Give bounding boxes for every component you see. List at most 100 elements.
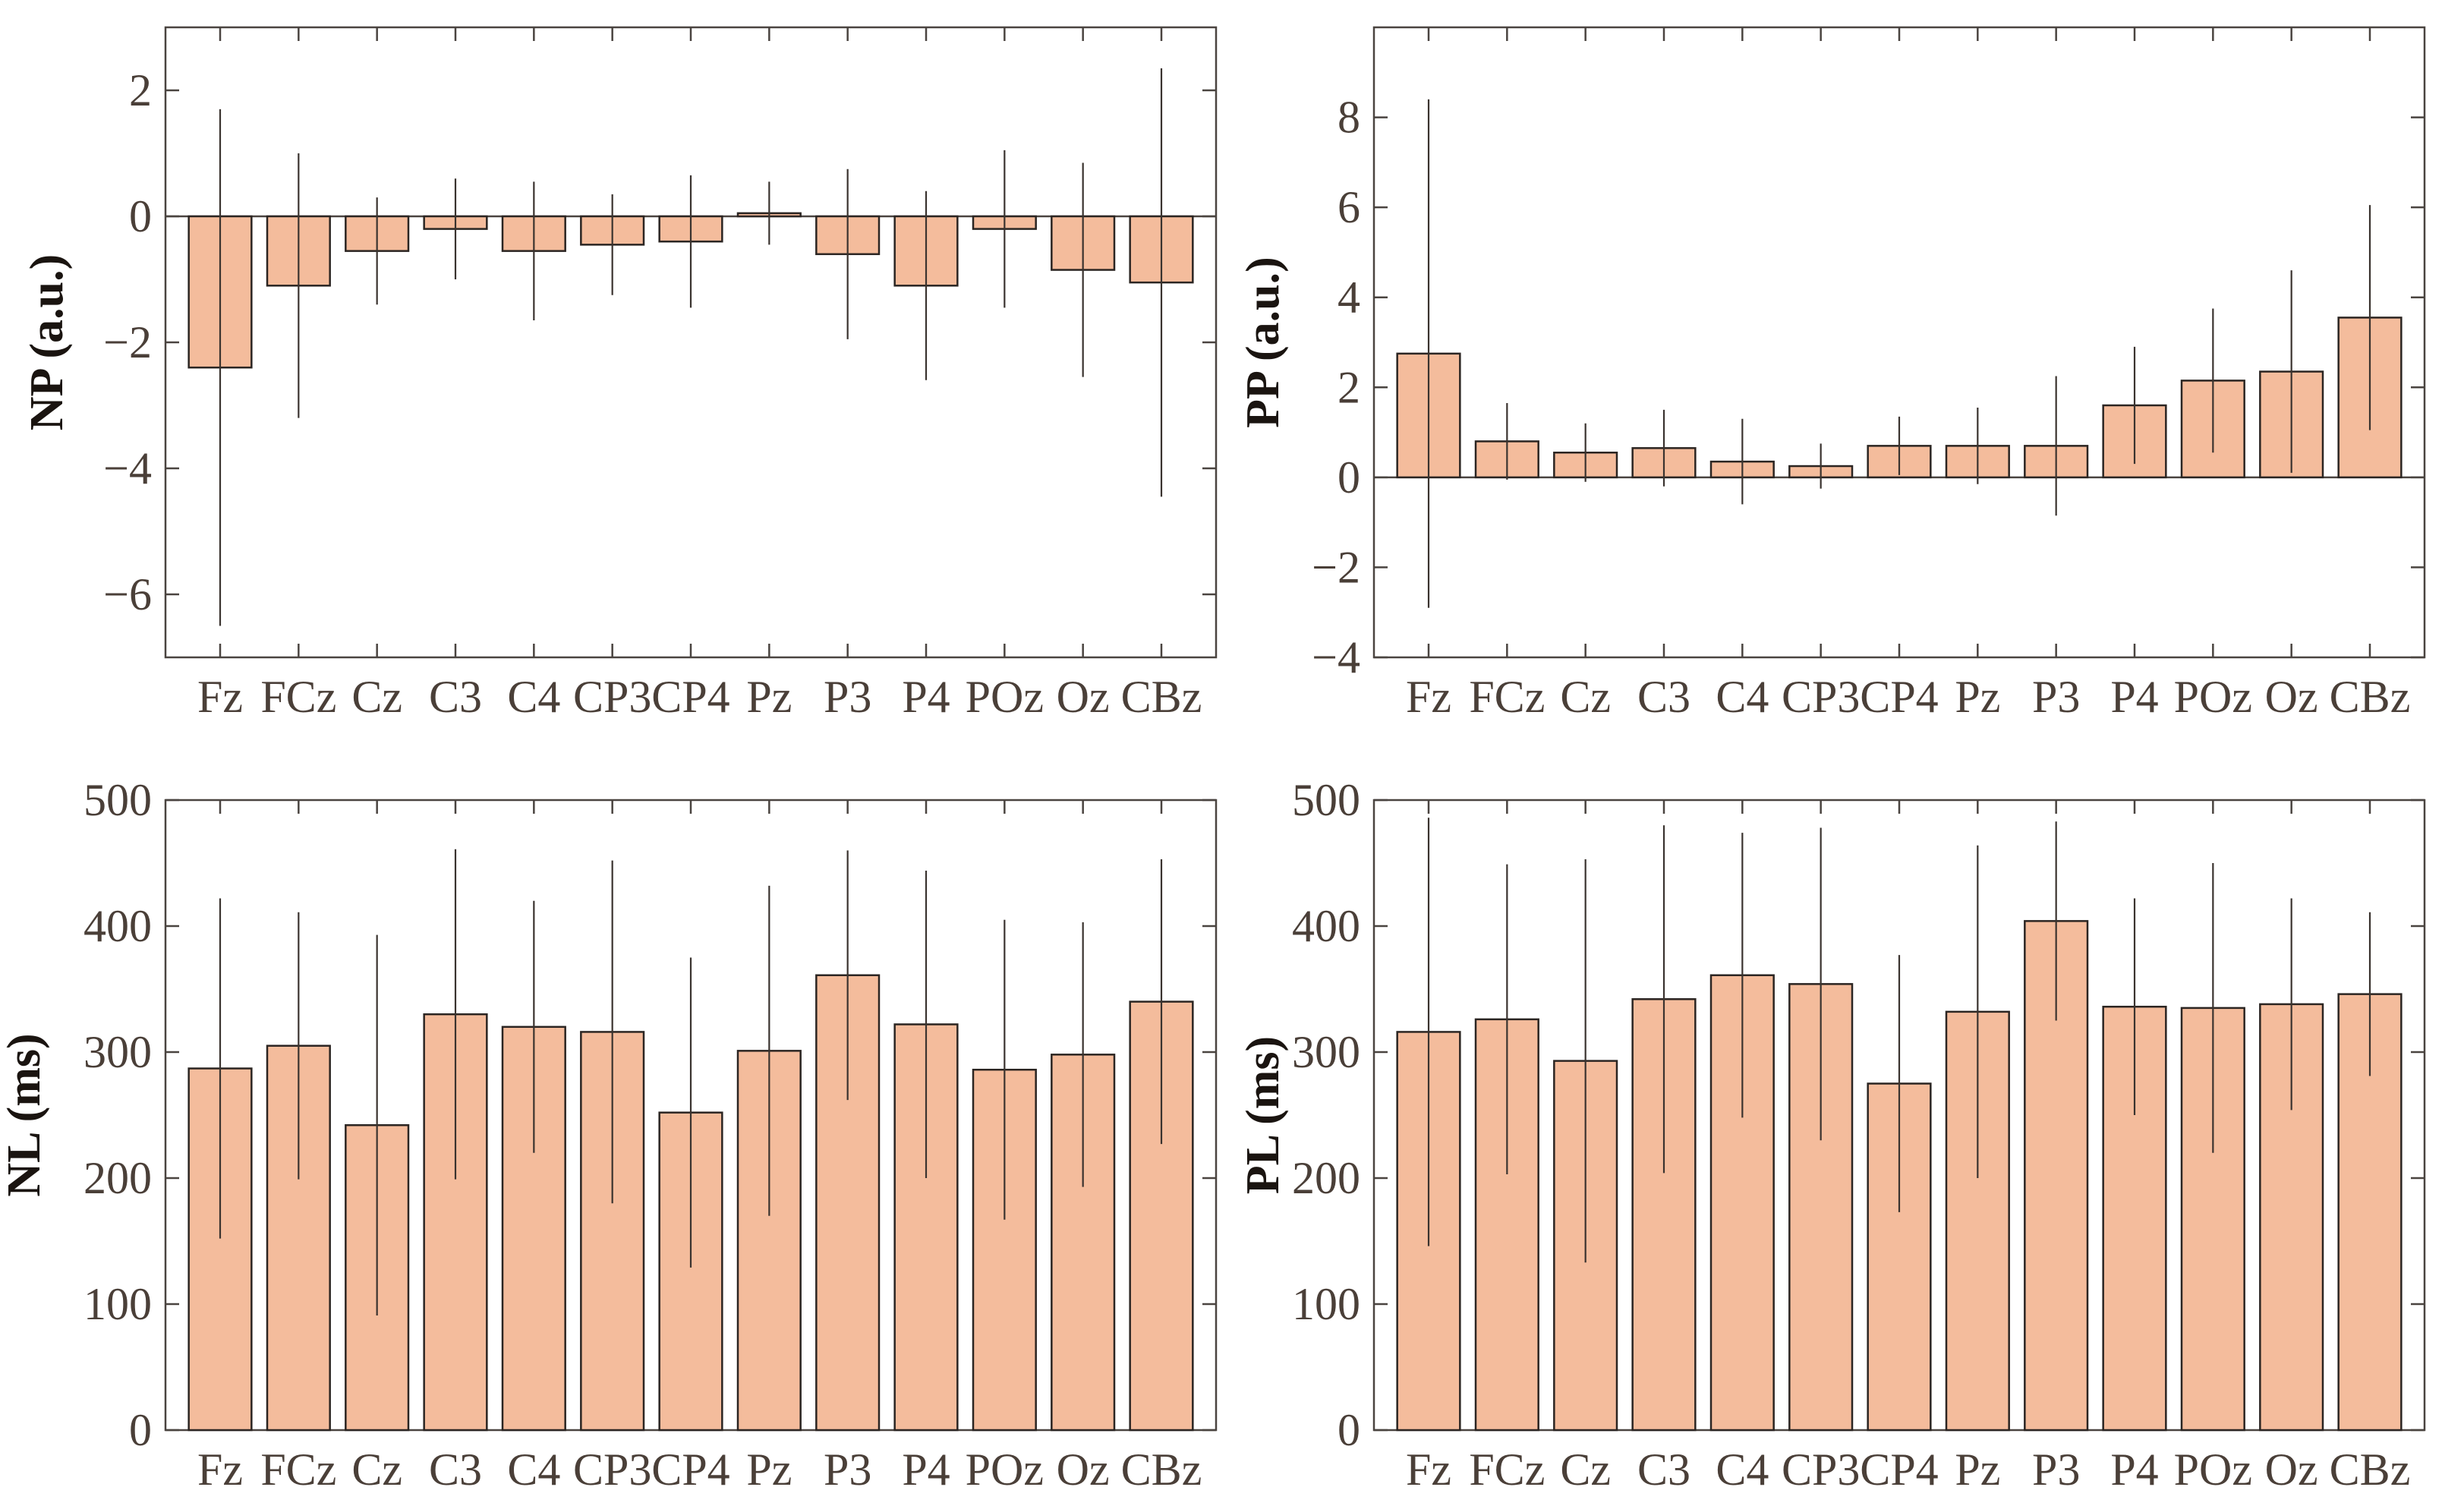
- pp-tick-group: [1374, 27, 2425, 659]
- np-plot-frame: [164, 26, 1218, 659]
- nl-y-tick-label: 500: [83, 775, 152, 825]
- nl-y-tick-label: 400: [83, 901, 152, 951]
- np-x-tick-label-P3: P3: [824, 672, 871, 722]
- np-y-axis-label: NP (a.u.): [21, 254, 73, 431]
- np-x-tick-labels: Fz FCz Cz C3 C4 CP3 CP4 Pz P3 P4 POz Oz CBz: [197, 672, 1202, 722]
- pp-x-tick-label-CP3: CP3: [1782, 672, 1860, 722]
- pp-x-tick-label-Cz: Cz: [1560, 672, 1611, 722]
- nl-y-tick-label: 0: [129, 1405, 152, 1455]
- np-x-tick-label-C3: C3: [429, 672, 482, 722]
- nl-y-tick-label: 100: [83, 1279, 152, 1329]
- nl-x-tick-label-P4: P4: [902, 1445, 950, 1495]
- pp-x-tick-label-FCz: FCz: [1469, 672, 1545, 722]
- pl-y-tick-label: 300: [1292, 1027, 1360, 1077]
- nl-x-tick-label-CP4: CP4: [651, 1445, 729, 1495]
- pl-x-tick-label-CP4: CP4: [1860, 1445, 1938, 1495]
- nl-x-tick-label-CP3: CP3: [573, 1445, 651, 1495]
- nl-x-tick-label-Oz: Oz: [1057, 1445, 1110, 1495]
- np-y-tick-label: 2: [129, 65, 152, 115]
- pl-y-tick-label: 500: [1292, 775, 1360, 825]
- nl-x-tick-label-C3: C3: [429, 1445, 482, 1495]
- pp-bar-group: [1374, 99, 2425, 608]
- pl-x-tick-label-C3: C3: [1637, 1445, 1690, 1495]
- np-x-tick-label-CP3: CP3: [573, 672, 651, 722]
- pl-x-tick-label-Cz: Cz: [1560, 1445, 1611, 1495]
- pl-y-tick-label: 0: [1338, 1405, 1360, 1455]
- np-y-tick-label: −6: [103, 569, 152, 619]
- pp-x-tick-label-CP4: CP4: [1860, 672, 1938, 722]
- np-x-tick-label-CBz: CBz: [1121, 672, 1202, 722]
- nl-x-tick-label-POz: POz: [966, 1445, 1044, 1495]
- pl-chart-panel: 0 100 200 300 400 500 Fz FCz Cz C3 C4 CP3 CP4 Pz P3 P4…: [1237, 775, 2426, 1495]
- pp-x-tick-label-POz: POz: [2174, 672, 2252, 722]
- pl-y-tick-label: 100: [1292, 1279, 1360, 1329]
- pp-y-tick-label: 0: [1338, 452, 1360, 503]
- nl-x-tick-label-Fz: Fz: [197, 1445, 243, 1495]
- pp-x-tick-label-P4: P4: [2110, 672, 2158, 722]
- nl-y-axis-label: NL (ms): [0, 1033, 50, 1196]
- pp-x-tick-label-C3: C3: [1637, 672, 1690, 722]
- nl-bar-group: [187, 849, 1194, 1432]
- pl-y-axis-label: PL (ms): [1237, 1036, 1289, 1194]
- np-y-tick-label: −2: [103, 317, 152, 367]
- pl-x-tick-label-Fz: Fz: [1406, 1445, 1451, 1495]
- pp-plot-frame: [1372, 26, 2426, 659]
- nl-y-tick-label: 300: [83, 1027, 152, 1077]
- nl-x-tick-label-FCz: FCz: [260, 1445, 336, 1495]
- pp-y-tick-label: 6: [1338, 182, 1360, 232]
- np-x-tick-label-Oz: Oz: [1057, 672, 1110, 722]
- pp-x-tick-label-CBz: CBz: [2330, 672, 2411, 722]
- np-x-tick-label-POz: POz: [966, 672, 1044, 722]
- np-bar-group: [165, 68, 1216, 626]
- pp-y-tick-label: −2: [1312, 542, 1360, 592]
- pl-x-tick-label-POz: POz: [2174, 1445, 2252, 1495]
- pp-x-tick-label-C4: C4: [1716, 672, 1769, 722]
- np-chart-panel: −6 −4 −2 0 2 Fz FCz Cz C3 C4 CP3 CP4 Pz P3 P4 POz Oz CBz…: [21, 26, 1218, 722]
- pl-bar-group: [1396, 818, 2403, 1432]
- np-x-tick-label-P4: P4: [902, 672, 950, 722]
- pp-x-tick-label-P3: P3: [2032, 672, 2080, 722]
- pp-y-tick-labels: −4 −2 0 2 4 6 8: [1312, 93, 1360, 682]
- nl-x-tick-label-P3: P3: [824, 1445, 871, 1495]
- pl-y-tick-labels: 0 100 200 300 400 500: [1292, 775, 1360, 1455]
- np-y-tick-labels: −6 −4 −2 0 2: [103, 65, 152, 619]
- pl-x-tick-label-Pz: Pz: [1955, 1445, 2000, 1495]
- nl-y-tick-labels: 0 100 200 300 400 500: [83, 775, 152, 1455]
- pl-x-tick-label-Oz: Oz: [2265, 1445, 2318, 1495]
- nl-chart-panel: 0 100 200 300 400 500 Fz FCz Cz C3 C4 CP3 CP4 Pz P3 P4…: [0, 775, 1218, 1495]
- pp-x-tick-labels: Fz FCz Cz C3 C4 CP3 CP4 Pz P3 P4 POz Oz CBz: [1406, 672, 2410, 722]
- nl-x-tick-labels: Fz FCz Cz C3 C4 CP3 CP4 Pz P3 P4 POz Oz CBz: [197, 1445, 1202, 1495]
- pl-x-tick-label-CP3: CP3: [1782, 1445, 1860, 1495]
- pl-bar-C3: [1631, 998, 1697, 1432]
- np-y-tick-label: −4: [103, 443, 152, 493]
- nl-x-tick-label-Cz: Cz: [351, 1445, 402, 1495]
- pl-x-tick-label-C4: C4: [1716, 1445, 1769, 1495]
- pp-chart-panel: −4 −2 0 2 4 6 8 Fz FCz Cz C3 C4 CP3 CP4 Pz P3 P4 POz Oz CB…: [1237, 26, 2426, 722]
- pp-y-tick-label: 2: [1338, 362, 1360, 412]
- pl-y-tick-label: 400: [1292, 901, 1360, 951]
- pp-y-tick-label: −4: [1312, 632, 1360, 682]
- np-x-tick-label-FCz: FCz: [260, 672, 336, 722]
- pp-x-tick-label-Fz: Fz: [1406, 672, 1451, 722]
- np-tick-group: [165, 27, 1216, 657]
- nl-x-tick-label-Pz: Pz: [746, 1445, 792, 1495]
- pl-y-tick-label: 200: [1292, 1153, 1360, 1203]
- pp-y-tick-label: 4: [1338, 273, 1360, 323]
- pp-x-tick-label-Pz: Pz: [1955, 672, 2000, 722]
- np-x-tick-label-Cz: Cz: [351, 672, 402, 722]
- pl-x-tick-labels: Fz FCz Cz C3 C4 CP3 CP4 Pz P3 P4 POz Oz CBz: [1406, 1445, 2410, 1495]
- np-x-tick-label-CP4: CP4: [651, 672, 729, 722]
- np-y-tick-label: 0: [129, 191, 152, 241]
- nl-x-tick-label-CBz: CBz: [1121, 1445, 1202, 1495]
- pp-y-axis-label: PP (a.u.): [1237, 257, 1289, 428]
- pl-x-tick-label-FCz: FCz: [1469, 1445, 1545, 1495]
- nl-x-tick-label-C4: C4: [507, 1445, 560, 1495]
- np-x-tick-label-Fz: Fz: [197, 672, 243, 722]
- nl-y-tick-label: 200: [83, 1153, 152, 1203]
- np-x-tick-label-C4: C4: [507, 672, 560, 722]
- np-x-tick-label-Pz: Pz: [746, 672, 792, 722]
- pl-bar-CP3: [1788, 983, 1854, 1432]
- pp-y-tick-label: 8: [1338, 93, 1360, 143]
- pl-x-tick-label-P4: P4: [2110, 1445, 2158, 1495]
